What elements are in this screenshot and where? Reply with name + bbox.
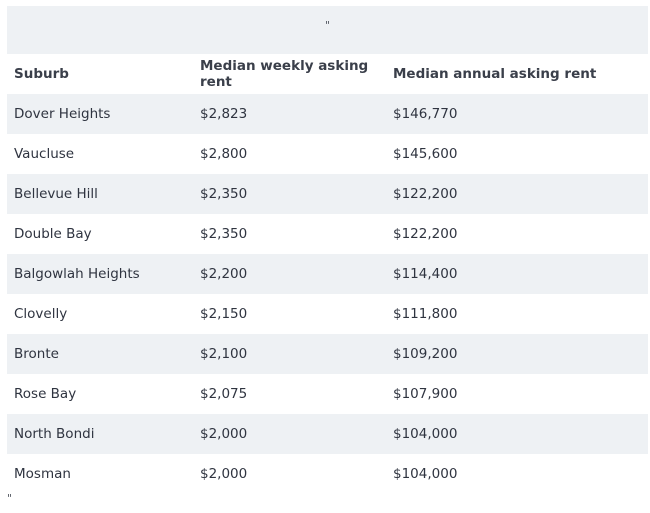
cell-suburb: Double Bay (14, 226, 92, 242)
cell-suburb: Balgowlah Heights (14, 266, 140, 282)
header-suburb: Suburb (14, 66, 69, 82)
cell-suburb: Bellevue Hill (14, 186, 98, 202)
cell-weekly-rent: $2,075 (200, 386, 248, 402)
cell-annual-rent: $111,800 (393, 306, 458, 322)
table-row: North Bondi $2,000 $104,000 (7, 414, 648, 454)
table-row: Rose Bay $2,075 $107,900 (7, 374, 648, 414)
cell-suburb: Vaucluse (14, 146, 75, 162)
cell-annual-rent: $104,000 (393, 426, 458, 442)
table-row: Bronte $2,100 $109,200 (7, 334, 648, 374)
table-header-row: Suburb Median weekly asking rent Median … (7, 54, 648, 94)
header-weekly-rent: Median weekly asking rent (200, 58, 369, 90)
cell-suburb: Dover Heights (14, 106, 111, 122)
cell-weekly-rent: $2,200 (200, 266, 248, 282)
cell-annual-rent: $122,200 (393, 226, 458, 242)
cell-weekly-rent: $2,823 (200, 106, 248, 122)
cell-weekly-rent: $2,150 (200, 306, 248, 322)
cell-weekly-rent: $2,350 (200, 186, 248, 202)
table-row: Dover Heights $2,823 $146,770 (7, 94, 648, 134)
table-row: Vaucluse $2,800 $145,600 (7, 134, 648, 174)
table-row: Clovelly $2,150 $111,800 (7, 294, 648, 334)
table-row: Bellevue Hill $2,350 $122,200 (7, 174, 648, 214)
cell-suburb: Mosman (14, 466, 71, 482)
cell-weekly-rent: $2,800 (200, 146, 248, 162)
cell-suburb: Rose Bay (14, 386, 77, 402)
rent-table: " Suburb Median weekly asking rent Media… (7, 6, 648, 494)
cell-annual-rent: $107,900 (393, 386, 458, 402)
table-row: Double Bay $2,350 $122,200 (7, 214, 648, 254)
table-row: Mosman $2,000 $104,000 (7, 454, 648, 494)
cell-annual-rent: $114,400 (393, 266, 458, 282)
header-annual-rent: Median annual asking rent (393, 66, 597, 82)
cell-suburb: Bronte (14, 346, 59, 362)
cell-suburb: Clovelly (14, 306, 68, 322)
cell-suburb: North Bondi (14, 426, 95, 442)
cell-weekly-rent: $2,000 (200, 426, 248, 442)
cell-annual-rent: $109,200 (393, 346, 458, 362)
cell-annual-rent: $146,770 (393, 106, 458, 122)
cell-weekly-rent: $2,000 (200, 466, 248, 482)
cell-annual-rent: $104,000 (393, 466, 458, 482)
footer-mark: " (7, 492, 13, 505)
table-caption: " (7, 6, 648, 54)
table-row: Balgowlah Heights $2,200 $114,400 (7, 254, 648, 294)
cell-weekly-rent: $2,350 (200, 226, 248, 242)
cell-annual-rent: $145,600 (393, 146, 458, 162)
cell-annual-rent: $122,200 (393, 186, 458, 202)
cell-weekly-rent: $2,100 (200, 346, 248, 362)
